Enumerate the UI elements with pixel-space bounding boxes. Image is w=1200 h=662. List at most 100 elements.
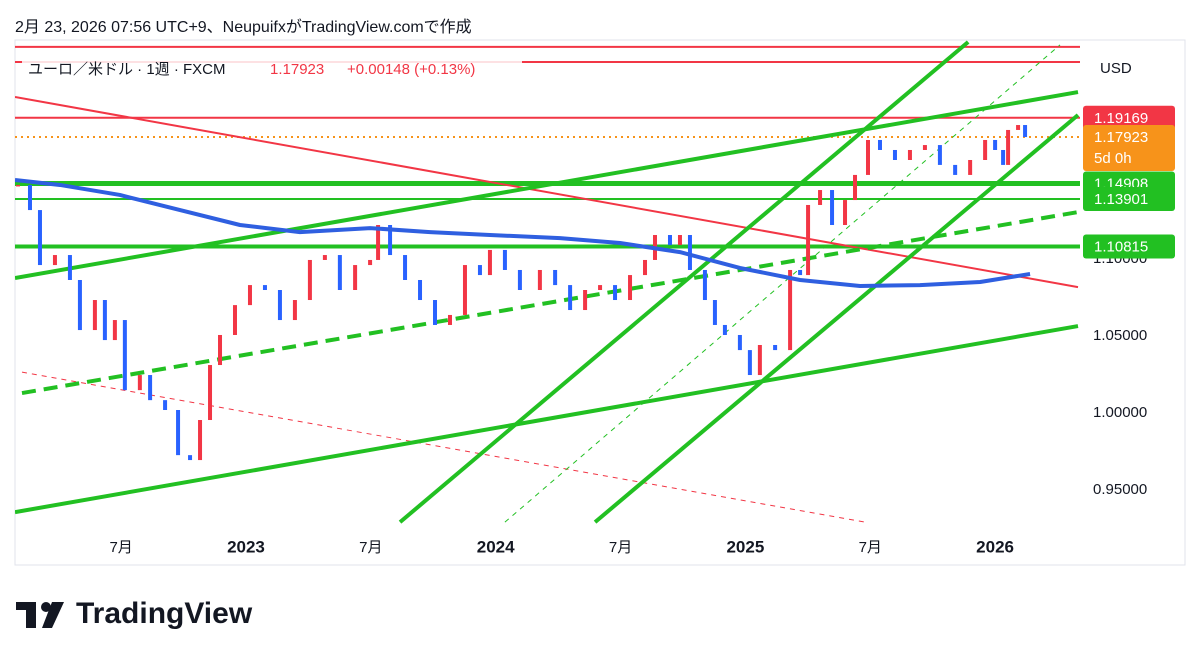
candle [462, 265, 467, 315]
candle [598, 285, 603, 291]
candle [747, 350, 752, 376]
candle [892, 149, 897, 160]
trend-line [593, 113, 1080, 524]
candle [1001, 149, 1006, 165]
x-tick-label: 2024 [477, 537, 515, 556]
candle [122, 320, 127, 391]
x-tick-label: 2026 [976, 537, 1014, 556]
caption: 2月 23, 2026 07:56 UTC+9、NeupuifxがTrading… [15, 18, 472, 36]
candle [447, 314, 452, 325]
candle [92, 300, 97, 331]
change: +0.00148 (+0.13%) [347, 61, 475, 78]
candle [52, 255, 57, 266]
candle [418, 279, 423, 301]
candle [148, 375, 153, 401]
moving-average [15, 178, 1031, 289]
x-tick-label: 2023 [227, 537, 265, 556]
x-tick-label: 7月 [859, 539, 882, 556]
price-label-box [1083, 186, 1175, 211]
candle [788, 269, 793, 351]
plot-area [15, 40, 1080, 524]
candle [937, 145, 942, 165]
candle [643, 259, 648, 276]
y-tick-label: 1.00000 [1093, 404, 1147, 421]
symbol: ユーロ／米ドル · 1週 · FXCM [28, 61, 226, 78]
candle [388, 225, 393, 256]
candle [232, 305, 237, 335]
candle [757, 344, 762, 376]
candle [368, 259, 373, 266]
candle [968, 159, 973, 175]
candle [262, 285, 267, 291]
candle [628, 275, 633, 301]
price-label: 1.13901 [1094, 191, 1148, 208]
candle [477, 265, 482, 276]
candle [722, 324, 727, 335]
x-tick-label: 7月 [109, 539, 132, 556]
candle [77, 279, 82, 331]
candle [218, 334, 223, 366]
candle [37, 210, 42, 266]
candle [1016, 125, 1021, 130]
candle [198, 420, 203, 461]
candle [806, 204, 811, 276]
candle [112, 320, 117, 341]
candle [163, 400, 168, 411]
candle [176, 410, 181, 456]
candle [667, 235, 672, 246]
x-tick-label: 7月 [359, 539, 382, 556]
logo-icon [16, 602, 64, 628]
candle [773, 344, 778, 351]
candle [537, 269, 542, 291]
candle [188, 455, 193, 461]
legend-bg [22, 58, 522, 82]
candle [517, 269, 522, 291]
candle [583, 290, 588, 311]
candle [247, 285, 252, 306]
candle [337, 255, 342, 291]
last-price-box [1083, 124, 1175, 171]
countdown: 5d 0h [1094, 150, 1132, 167]
candle [677, 235, 682, 246]
price-label: 1.10815 [1094, 238, 1148, 255]
candle [568, 285, 573, 311]
candle [843, 200, 848, 226]
trend-line [21, 210, 1079, 396]
candle [376, 225, 381, 260]
candle [922, 145, 927, 150]
candle [208, 365, 213, 421]
trend-line [15, 90, 1079, 280]
chart-frame [14, 39, 1186, 566]
price: 1.17923 [270, 61, 324, 78]
candle [830, 190, 835, 226]
trend-line [15, 324, 1079, 515]
candle [553, 269, 558, 286]
price-label-box [1083, 105, 1175, 130]
candle [798, 269, 803, 276]
candle [15, 184, 20, 187]
candle [292, 300, 297, 321]
y-tick-label: 0.95000 [1093, 481, 1147, 498]
candle [818, 190, 823, 205]
x-tick-label: 7月 [609, 539, 632, 556]
candle [613, 285, 618, 301]
trend-line [15, 96, 1079, 289]
candle [983, 139, 988, 160]
candle [322, 255, 327, 260]
x-tick-label: 2025 [726, 537, 764, 556]
candle [1023, 125, 1028, 138]
candle [277, 290, 282, 321]
candle [1006, 129, 1011, 165]
y-unit: USD [1100, 60, 1132, 77]
candle [737, 334, 742, 351]
candle [953, 164, 958, 175]
price-label: 1.19169 [1094, 110, 1148, 127]
candle [993, 139, 998, 150]
candle [137, 375, 142, 391]
candle [102, 300, 107, 341]
candle [487, 249, 492, 276]
y-tick-label: 1.05000 [1093, 327, 1147, 344]
candle [353, 265, 358, 291]
